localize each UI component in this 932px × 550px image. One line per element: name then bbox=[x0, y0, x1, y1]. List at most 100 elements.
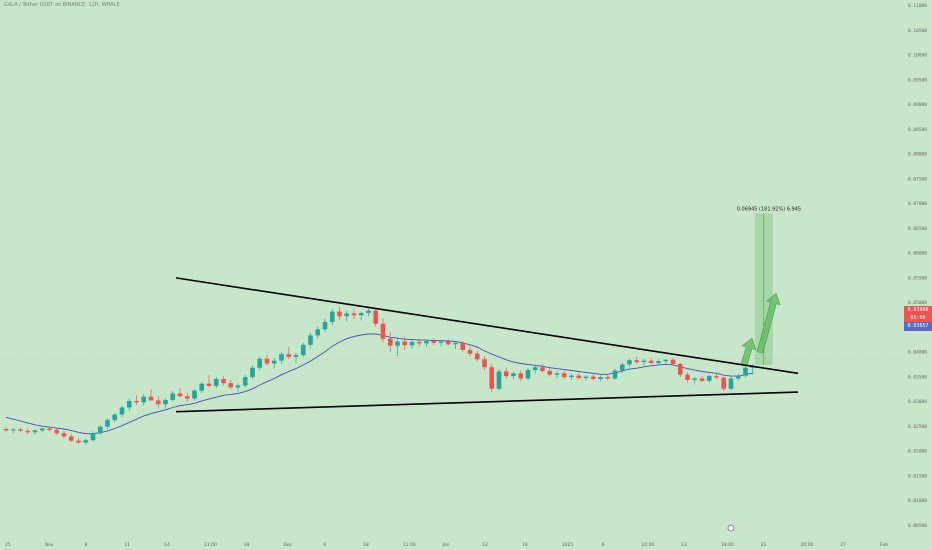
candle-body bbox=[641, 360, 647, 363]
candle-body bbox=[677, 363, 683, 375]
candle-body bbox=[460, 342, 466, 350]
candle-body bbox=[32, 430, 38, 433]
event-marker-icon bbox=[727, 524, 735, 532]
candle-body bbox=[3, 428, 9, 431]
x-tick-label: Dec bbox=[283, 542, 292, 548]
x-tick-label: 2025 bbox=[562, 542, 574, 548]
candle-body bbox=[634, 360, 640, 363]
x-tick-label: 9 bbox=[323, 542, 326, 548]
candle-body bbox=[134, 400, 139, 403]
y-tick-label: 0.06000 bbox=[908, 251, 927, 257]
candle-body bbox=[148, 396, 154, 401]
candle-body bbox=[656, 361, 661, 364]
moving-average-line bbox=[5, 333, 753, 435]
x-tick-label: 8 bbox=[85, 542, 88, 548]
candle-body bbox=[228, 383, 234, 388]
candle-body bbox=[540, 367, 545, 371]
candle-body bbox=[257, 358, 263, 368]
candle-body bbox=[743, 367, 748, 376]
candle-body bbox=[576, 375, 582, 379]
candle-body bbox=[83, 440, 89, 443]
candle-body bbox=[329, 311, 335, 322]
candle-body bbox=[380, 323, 386, 339]
projection-arrow-large bbox=[756, 292, 781, 354]
candle-body bbox=[126, 400, 132, 408]
candle-body bbox=[721, 377, 727, 389]
candle-body bbox=[685, 374, 690, 380]
candle-body bbox=[68, 436, 74, 441]
candle-body bbox=[728, 378, 734, 389]
x-tick-label: 18 bbox=[363, 542, 369, 548]
candle-body bbox=[583, 376, 589, 379]
candle-body bbox=[163, 399, 168, 405]
candle-body bbox=[453, 342, 458, 345]
candle-body bbox=[735, 375, 741, 379]
candle-body bbox=[308, 335, 313, 345]
x-tick-label: 20:00 bbox=[800, 542, 813, 548]
candle-body bbox=[90, 433, 96, 441]
candle-body bbox=[279, 354, 284, 361]
x-tick-label: 14 bbox=[164, 542, 170, 548]
y-tick-label: 0.08000 bbox=[908, 152, 927, 158]
support-trendline bbox=[175, 391, 799, 413]
candle-body bbox=[184, 396, 190, 399]
y-tick-label: 0.07000 bbox=[908, 201, 927, 207]
candle-body bbox=[119, 407, 125, 415]
x-tick-label: 27 bbox=[840, 542, 846, 548]
candle-body bbox=[344, 313, 350, 317]
candle-body bbox=[76, 440, 81, 443]
candle-body bbox=[619, 364, 625, 371]
candle-body bbox=[590, 376, 596, 379]
candle-body bbox=[177, 393, 183, 397]
candle-body bbox=[670, 359, 676, 364]
y-tick-label: 0.09000 bbox=[908, 102, 927, 108]
candle-body bbox=[155, 400, 161, 405]
candle-body bbox=[300, 344, 306, 356]
x-tick-label: 25 bbox=[5, 542, 11, 548]
candle-body bbox=[250, 367, 255, 378]
candle-body bbox=[337, 311, 342, 317]
candle-body bbox=[387, 338, 393, 346]
candle-body bbox=[10, 429, 16, 431]
candle-body bbox=[206, 383, 212, 386]
resistance-trendline bbox=[175, 277, 799, 375]
y-tick-label: 0.09500 bbox=[908, 77, 927, 83]
candle-body bbox=[54, 429, 60, 434]
candle-body bbox=[547, 370, 553, 375]
candle-body bbox=[395, 341, 400, 346]
candle-body bbox=[213, 378, 219, 386]
candle-body bbox=[47, 428, 52, 430]
y-tick-label: 0.10000 bbox=[908, 53, 927, 59]
y-tick-label: 0.08500 bbox=[908, 127, 927, 133]
candle-body bbox=[105, 420, 110, 427]
candle-body bbox=[366, 310, 371, 313]
ma-value-tag: 0.03657 bbox=[904, 322, 932, 331]
candle-body bbox=[97, 426, 103, 434]
y-tick-label: 0.07500 bbox=[908, 176, 927, 182]
y-tick-label: 0.01500 bbox=[908, 473, 927, 479]
x-tick-label: Jan bbox=[442, 542, 450, 548]
x-tick-label: 21 bbox=[761, 542, 767, 548]
candle-body bbox=[358, 312, 364, 316]
candle-body bbox=[112, 414, 118, 421]
candle-body bbox=[554, 373, 560, 375]
y-tick-label: 0.05000 bbox=[908, 300, 927, 306]
x-tick-label: Nov bbox=[45, 542, 54, 548]
candle-body bbox=[424, 341, 429, 344]
y-tick-label: 0.03000 bbox=[908, 399, 927, 405]
x-tick-label: 19:00 bbox=[721, 542, 734, 548]
candle-body bbox=[61, 433, 67, 437]
candle-body bbox=[598, 377, 603, 379]
candle-body bbox=[286, 354, 292, 357]
candle-body bbox=[532, 367, 538, 371]
candle-body bbox=[431, 341, 437, 343]
candle-body bbox=[561, 373, 567, 378]
y-tick-label: 0.02500 bbox=[908, 424, 927, 430]
candle-body bbox=[25, 430, 31, 433]
candle-body bbox=[402, 341, 408, 346]
candle-body bbox=[496, 371, 502, 389]
candle-body bbox=[322, 321, 328, 330]
x-tick-label: 11 bbox=[124, 542, 130, 548]
